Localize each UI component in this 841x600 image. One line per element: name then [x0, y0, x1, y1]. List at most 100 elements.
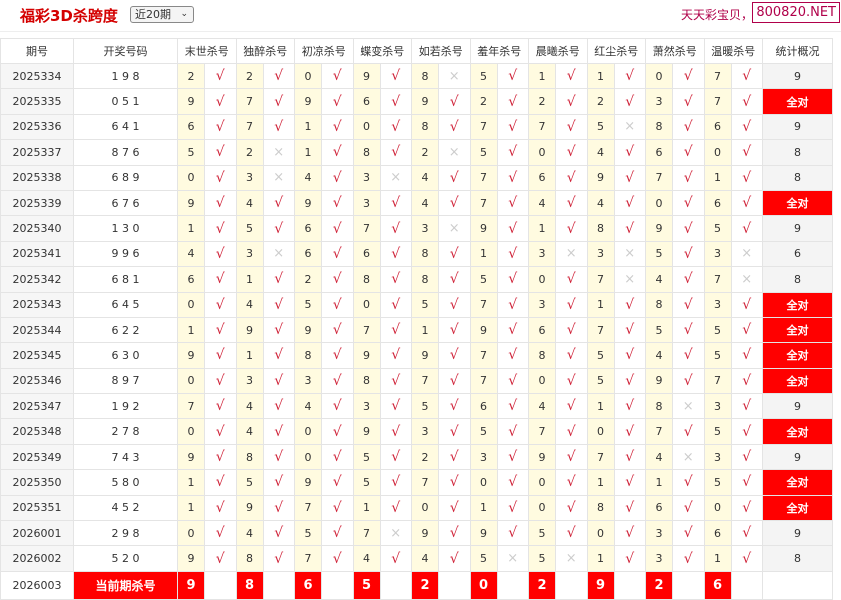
check-icon: √	[379, 291, 412, 318]
check-icon: √	[204, 215, 237, 242]
kill-number: 2	[411, 139, 439, 166]
kill-number: 7	[352, 316, 381, 344]
kill-number: 3	[294, 367, 322, 395]
kill-number: 0	[528, 494, 556, 522]
column-header: 初凉杀号	[294, 38, 354, 64]
kill-number: 9	[352, 62, 381, 90]
check-icon: √	[379, 316, 412, 344]
kill-number: 5	[586, 342, 615, 369]
check-icon: √	[438, 164, 471, 191]
kill-number: 9	[177, 443, 205, 471]
kill-number: 9	[411, 88, 439, 115]
kill-number: 9	[645, 367, 673, 395]
check-icon: √	[321, 520, 354, 547]
period-select-value: 近20期	[135, 8, 171, 21]
kill-number: 8	[411, 240, 439, 268]
kill-number: 8	[235, 545, 264, 572]
kill-number: 3	[411, 215, 439, 242]
kill-number: 7	[411, 469, 439, 496]
table-row: 2026002 5 2 0 9 √ 8 √ 7 √ 4 √ 4 √ 5 × 5 × 1 √ 3 √ 1 √ 8	[0, 545, 833, 572]
check-icon: √	[204, 367, 237, 395]
empty-cell	[672, 570, 705, 600]
check-icon: √	[730, 418, 763, 445]
kill-number: 5	[703, 316, 732, 344]
current-kill-label: 当前期杀号	[73, 570, 178, 600]
draw-numbers: 6 8 1	[73, 266, 178, 293]
check-icon: √	[672, 494, 705, 522]
kill-number: 9	[294, 316, 322, 344]
check-icon: √	[262, 342, 295, 369]
page-title: 福彩3D杀跨度	[20, 7, 118, 25]
draw-numbers: 6 2 2	[73, 316, 178, 344]
current-kill-number: 5	[352, 570, 381, 600]
check-icon: √	[262, 316, 295, 344]
stat-summary: 全对	[762, 367, 833, 395]
kill-number: 9	[294, 88, 322, 115]
kill-number: 5	[294, 520, 322, 547]
stat-summary: 全对	[762, 469, 833, 496]
check-icon: √	[496, 367, 529, 395]
kill-number: 5	[469, 545, 498, 572]
table-row: 2025349 7 4 3 9 √ 8 √ 0 √ 5 √ 2 √ 3 √ 9 √ 7 √ 4 × 3 √ 9	[0, 443, 833, 471]
check-icon: √	[672, 291, 705, 318]
check-icon: √	[613, 545, 646, 572]
kill-number: 3	[703, 393, 732, 420]
kill-number: 4	[586, 189, 615, 217]
check-icon: √	[496, 494, 529, 522]
issue-number: 2025336	[0, 113, 74, 141]
kill-number: 5	[528, 520, 556, 547]
check-icon: √	[262, 367, 295, 395]
check-icon: √	[555, 266, 588, 293]
kill-number: 0	[294, 62, 322, 90]
kill-number: 1	[177, 494, 205, 522]
check-icon: √	[672, 545, 705, 572]
check-icon: √	[730, 494, 763, 522]
check-icon: √	[321, 342, 354, 369]
stat-summary: 全对	[762, 316, 833, 344]
stat-summary: 全对	[762, 291, 833, 318]
column-header: 开奖号码	[73, 38, 178, 64]
kill-number: 8	[411, 266, 439, 293]
check-icon: √	[379, 393, 412, 420]
check-icon: √	[204, 291, 237, 318]
kill-number: 6	[469, 393, 498, 420]
column-header: 晨曦杀号	[528, 38, 588, 64]
check-icon: √	[262, 113, 295, 141]
kill-number: 8	[352, 266, 381, 293]
kill-number: 3	[703, 291, 732, 318]
check-icon: √	[672, 316, 705, 344]
period-select[interactable]: 近20期 ⌄	[130, 6, 194, 23]
kill-number: 3	[235, 367, 264, 395]
draw-numbers: 2 7 8	[73, 418, 178, 445]
kill-number: 0	[528, 266, 556, 293]
issue-number: 2025351	[0, 494, 74, 522]
kill-number: 8	[586, 215, 615, 242]
cross-icon: ×	[555, 240, 588, 268]
empty-cell	[496, 570, 529, 600]
table-row: 2025338 6 8 9 0 √ 3 × 4 √ 3 × 4 √ 7 √ 6 √ 9 √ 7 √ 1 √ 8	[0, 164, 833, 191]
kill-number: 3	[352, 164, 381, 191]
stat-summary: 9	[762, 215, 833, 242]
kill-number: 8	[411, 62, 439, 90]
brand-logo[interactable]: 800820.NET	[752, 2, 840, 23]
check-icon: √	[613, 88, 646, 115]
current-kill-number: 6	[703, 570, 732, 600]
draw-numbers: 7 4 3	[73, 443, 178, 471]
check-icon: √	[555, 139, 588, 166]
check-icon: √	[204, 164, 237, 191]
check-icon: √	[379, 88, 412, 115]
kill-number: 5	[352, 469, 381, 496]
check-icon: √	[321, 266, 354, 293]
kill-number: 3	[586, 240, 615, 268]
kill-number: 3	[703, 443, 732, 471]
kill-number: 3	[703, 240, 732, 268]
check-icon: √	[438, 113, 471, 141]
check-icon: √	[730, 393, 763, 420]
slogan: 天天彩宝贝，天	[680, 8, 765, 22]
check-icon: √	[438, 418, 471, 445]
kill-number: 9	[352, 342, 381, 369]
check-icon: √	[730, 189, 763, 217]
check-icon: √	[379, 215, 412, 242]
check-icon: √	[672, 342, 705, 369]
check-icon: √	[379, 139, 412, 166]
